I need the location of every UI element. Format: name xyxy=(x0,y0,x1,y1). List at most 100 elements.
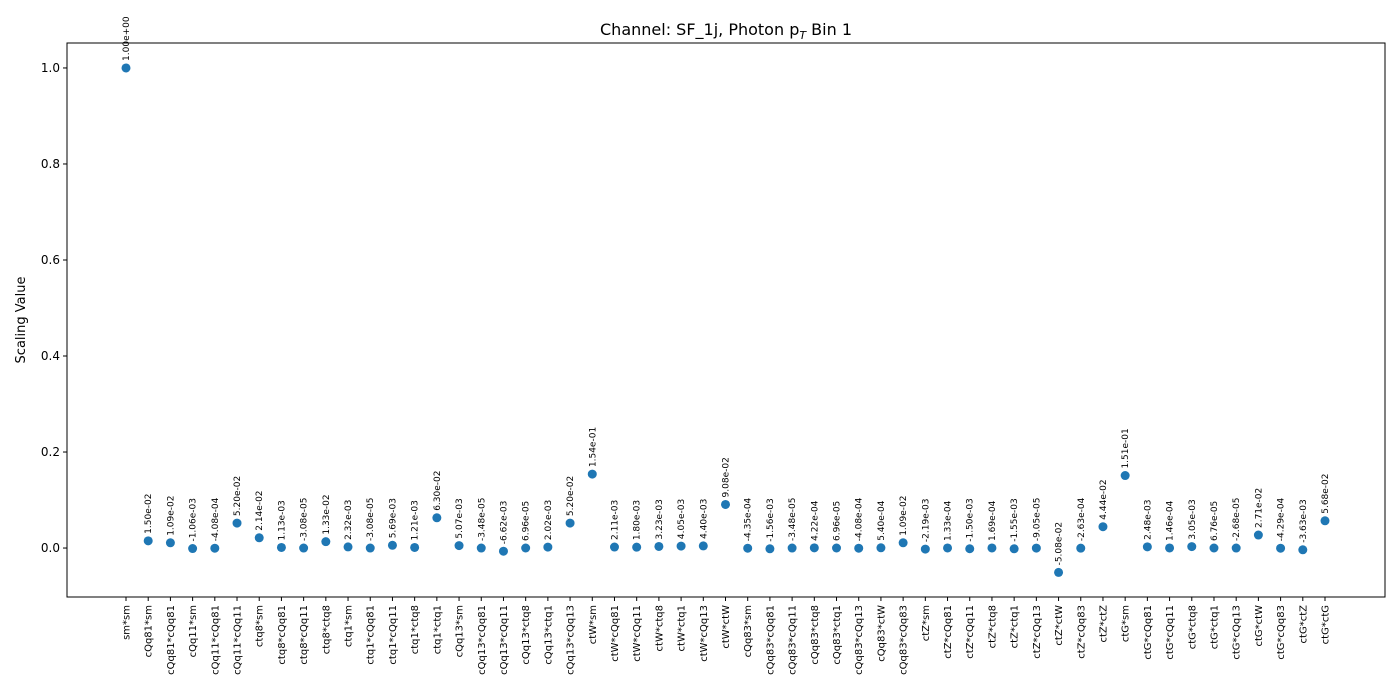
data-point xyxy=(809,543,819,553)
x-tick-label: ctW*cQq13 xyxy=(699,605,710,662)
data-point xyxy=(943,543,953,553)
x-tick-label: cQq83*ctq8 xyxy=(810,605,821,665)
data-label: -2.19e-03 xyxy=(921,499,931,543)
data-point xyxy=(454,541,464,551)
data-label: 1.69e-04 xyxy=(988,500,998,541)
x-tick-label: ctG*ctq1 xyxy=(1209,605,1220,649)
data-point xyxy=(1276,543,1286,553)
data-label: 5.69e-03 xyxy=(388,498,398,538)
data-label: 2.48e-03 xyxy=(1143,500,1153,540)
data-label: 6.76e-05 xyxy=(1210,501,1220,541)
data-label: 2.02e-03 xyxy=(544,500,554,540)
x-tick-label: cQq83*ctW xyxy=(876,605,887,662)
data-label: -6.62e-03 xyxy=(499,501,509,545)
data-point xyxy=(1298,545,1308,555)
x-tick-label: ctG*cQq13 xyxy=(1232,605,1243,660)
x-tick-label: ctZ*cQq11 xyxy=(965,605,976,659)
x-tick-label: cQq83*cQq83 xyxy=(899,605,910,675)
y-tick-label: 0.8 xyxy=(41,157,60,171)
data-point xyxy=(1098,522,1108,532)
x-tick-label: ctG*cQq83 xyxy=(1276,605,1287,660)
x-tick-label: cQq13*sm xyxy=(455,605,466,657)
x-tick-label: ctq1*cQq81 xyxy=(366,605,377,665)
data-point xyxy=(210,543,220,553)
x-tick-label: ctG*ctW xyxy=(1254,605,1265,647)
data-label: 2.11e-03 xyxy=(610,500,620,540)
x-tick-label: ctZ*cQq83 xyxy=(1076,605,1087,659)
data-label: -1.06e-03 xyxy=(189,498,199,542)
data-label: -3.63e-03 xyxy=(1299,499,1309,543)
data-point xyxy=(476,543,486,553)
x-tick-label: cQq83*cQq13 xyxy=(854,605,865,675)
data-point xyxy=(121,63,131,73)
data-label: 1.00e+00 xyxy=(122,16,132,61)
data-label: 4.22e-04 xyxy=(810,500,820,541)
data-point xyxy=(609,542,619,552)
data-labels: 1.00e+00 1.50e-02 1.09e-02 -1.06e-03 -4.08e-… xyxy=(122,16,1331,565)
data-label: -4.08e-04 xyxy=(855,497,865,541)
x-tick-label: ctq1*cQq11 xyxy=(388,605,399,665)
x-tick-label: ctG*ctG xyxy=(1321,605,1332,644)
x-tick-label: ctZ*ctW xyxy=(1054,605,1065,646)
data-label: -2.63e-04 xyxy=(1077,497,1087,541)
data-point xyxy=(1320,516,1330,526)
data-label: 1.33e-04 xyxy=(944,500,954,541)
x-tick-label: cQq83*sm xyxy=(743,605,754,657)
data-point xyxy=(698,541,708,551)
x-tick-label: ctG*sm xyxy=(1121,605,1132,642)
data-label: 4.44e-02 xyxy=(1099,479,1109,519)
data-point xyxy=(1120,471,1130,481)
x-tick-label: cQq11*sm xyxy=(188,605,199,657)
data-label: 9.08e-02 xyxy=(722,457,732,497)
x-tick-label: cQq13*cQq11 xyxy=(499,605,510,675)
data-label: 6.96e-05 xyxy=(522,501,532,541)
chart-title: Channel: SF_1j, Photon pT Bin 1 xyxy=(600,20,852,42)
data-point xyxy=(543,542,553,552)
data-point xyxy=(276,542,286,552)
data-point xyxy=(743,543,753,553)
data-label: -1.55e-03 xyxy=(1010,498,1020,542)
data-label: -3.08e-05 xyxy=(300,498,310,542)
data-label: -1.50e-03 xyxy=(966,498,976,542)
x-axis: sm*sm cQq81*sm cQq81*cQq81 cQq11*sm cQq11*cQ… xyxy=(122,597,1332,675)
x-tick-label: ctZ*ctq8 xyxy=(987,605,998,648)
data-point xyxy=(254,533,264,543)
data-label: 6.96e-05 xyxy=(833,501,843,541)
data-point xyxy=(832,543,842,553)
data-point xyxy=(321,537,331,547)
data-point xyxy=(1031,543,1041,553)
data-point xyxy=(143,536,153,546)
x-tick-label: cQq13*ctq1 xyxy=(543,605,554,665)
data-label: 4.05e-03 xyxy=(677,499,687,539)
data-label: 5.20e-02 xyxy=(566,476,576,516)
x-tick-label: cQq83*cQq11 xyxy=(788,605,799,675)
data-label: 1.33e-02 xyxy=(322,494,332,534)
data-point xyxy=(920,544,930,554)
data-label: 1.09e-02 xyxy=(899,496,909,536)
data-label: -4.35e-04 xyxy=(744,497,754,541)
data-label: -4.29e-04 xyxy=(1277,497,1287,541)
data-point xyxy=(343,542,353,552)
x-tick-label: ctZ*ctZ xyxy=(1098,605,1109,643)
y-axis: 0.0 0.2 0.4 0.6 0.8 1.0 xyxy=(41,61,67,555)
x-tick-label: cQq11*cQq11 xyxy=(233,605,244,675)
y-tick-label: 0.4 xyxy=(41,349,60,363)
data-point xyxy=(987,543,997,553)
data-label: 3.05e-03 xyxy=(1188,499,1198,539)
data-point xyxy=(1054,567,1064,577)
x-tick-label: cQq81*cQq81 xyxy=(166,605,177,675)
x-tick-label: ctG*ctZ xyxy=(1298,605,1309,644)
data-point xyxy=(1253,530,1263,540)
x-tick-label: ctq8*cQq81 xyxy=(277,605,288,665)
data-label: 1.09e-02 xyxy=(166,496,176,536)
data-label: 1.50e-02 xyxy=(144,494,154,534)
y-tick-label: 0.2 xyxy=(41,445,60,459)
x-tick-label: sm*sm xyxy=(122,605,133,640)
data-label: 1.80e-03 xyxy=(633,500,643,540)
data-label: 1.51e-01 xyxy=(1121,428,1131,468)
data-point xyxy=(1142,542,1152,552)
data-point xyxy=(410,542,420,552)
data-point xyxy=(632,542,642,552)
data-point xyxy=(365,543,375,553)
